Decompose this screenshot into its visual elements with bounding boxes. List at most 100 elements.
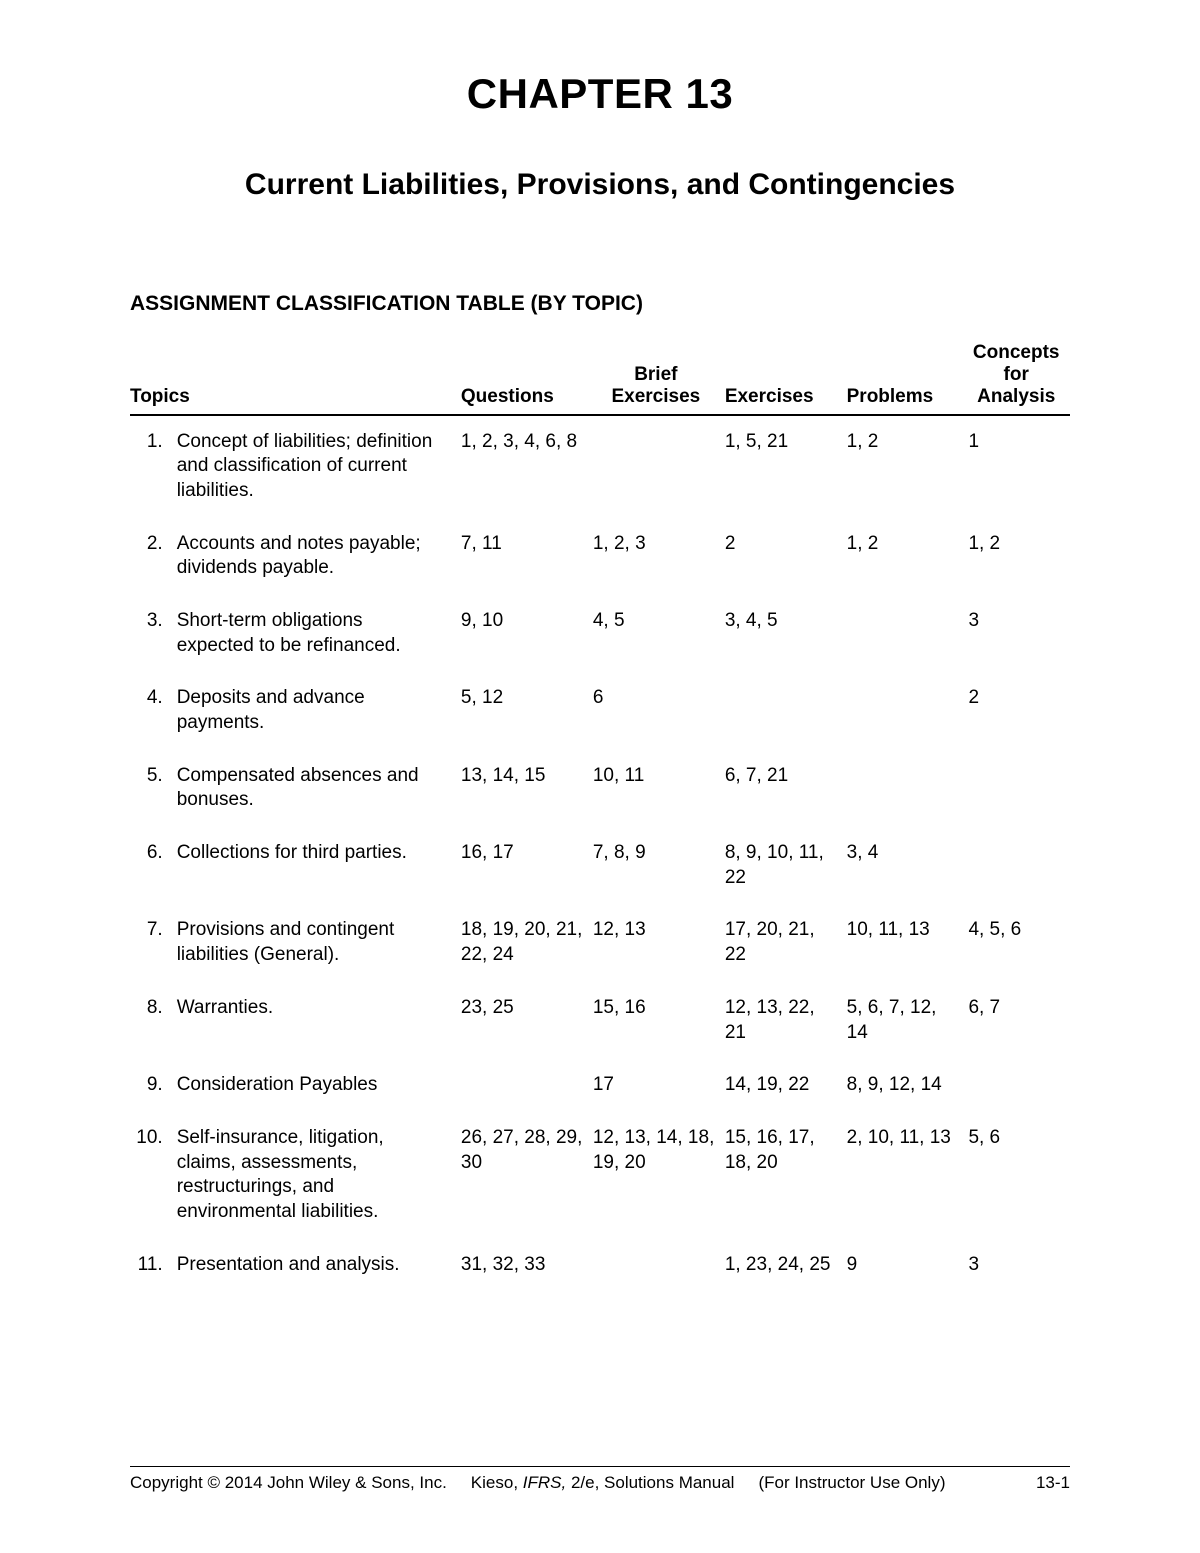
table-row: 1.Concept of liabilities; definition and… bbox=[130, 415, 1070, 518]
row-number: 10. bbox=[130, 1112, 177, 1239]
row-concepts: 4, 5, 6 bbox=[968, 904, 1070, 981]
table-row: 3.Short-term obligations expected to be … bbox=[130, 595, 1070, 672]
row-exercises: 17, 20, 21, 22 bbox=[725, 904, 847, 981]
row-number: 9. bbox=[130, 1059, 177, 1112]
row-questions: 9, 10 bbox=[461, 595, 593, 672]
row-exercises: 3, 4, 5 bbox=[725, 595, 847, 672]
row-questions: 7, 11 bbox=[461, 518, 593, 595]
row-brief-exercises: 12, 13 bbox=[593, 904, 725, 981]
row-problems: 1, 2 bbox=[847, 415, 969, 518]
classification-table: Topics Questions Brief Exercises Exercis… bbox=[130, 338, 1070, 1291]
row-brief-exercises: 4, 5 bbox=[593, 595, 725, 672]
table-row: 2.Accounts and notes payable; dividends … bbox=[130, 518, 1070, 595]
row-number: 11. bbox=[130, 1239, 177, 1292]
table-body: 1.Concept of liabilities; definition and… bbox=[130, 415, 1070, 1292]
row-number: 7. bbox=[130, 904, 177, 981]
row-topic: Self-insurance, litigation, claims, asse… bbox=[177, 1112, 461, 1239]
row-exercises: 2 bbox=[725, 518, 847, 595]
table-row: 5.Compensated absences and bonuses.13, 1… bbox=[130, 750, 1070, 827]
col-header-brief-line2: Exercises bbox=[611, 386, 700, 407]
row-concepts: 2 bbox=[968, 672, 1070, 749]
row-topic: Short-term obligations expected to be re… bbox=[177, 595, 461, 672]
col-header-brief-line1: Brief bbox=[634, 364, 677, 385]
row-topic: Provisions and contingent liabilities (G… bbox=[177, 904, 461, 981]
col-header-concepts-line1: Concepts bbox=[973, 342, 1060, 363]
row-questions: 31, 32, 33 bbox=[461, 1239, 593, 1292]
row-problems: 3, 4 bbox=[847, 827, 969, 904]
row-questions: 16, 17 bbox=[461, 827, 593, 904]
row-topic: Compensated absences and bonuses. bbox=[177, 750, 461, 827]
table-row: 4.Deposits and advance payments.5, 126 2 bbox=[130, 672, 1070, 749]
row-problems bbox=[847, 672, 969, 749]
row-topic: Consideration Payables bbox=[177, 1059, 461, 1112]
col-header-exercises: Exercises bbox=[725, 338, 847, 415]
row-concepts: 1 bbox=[968, 415, 1070, 518]
table-row: 8.Warranties.23, 2515, 1612, 13, 22, 215… bbox=[130, 982, 1070, 1059]
row-number: 3. bbox=[130, 595, 177, 672]
col-header-concepts: Concepts for Analysis bbox=[968, 338, 1070, 415]
footer-book-ital: IFRS, bbox=[523, 1473, 566, 1492]
row-questions: 26, 27, 28, 29, 30 bbox=[461, 1112, 593, 1239]
table-row: 9.Consideration Payables 1714, 19, 228, 9… bbox=[130, 1059, 1070, 1112]
row-concepts bbox=[968, 1059, 1070, 1112]
row-problems: 9 bbox=[847, 1239, 969, 1292]
row-number: 2. bbox=[130, 518, 177, 595]
row-brief-exercises: 6 bbox=[593, 672, 725, 749]
row-topic: Accounts and notes payable; dividends pa… bbox=[177, 518, 461, 595]
row-topic: Presentation and analysis. bbox=[177, 1239, 461, 1292]
row-problems: 5, 6, 7, 12, 14 bbox=[847, 982, 969, 1059]
row-exercises: 1, 23, 24, 25 bbox=[725, 1239, 847, 1292]
row-questions: 13, 14, 15 bbox=[461, 750, 593, 827]
row-problems: 8, 9, 12, 14 bbox=[847, 1059, 969, 1112]
chapter-title: CHAPTER 13 bbox=[130, 70, 1070, 118]
row-questions: 5, 12 bbox=[461, 672, 593, 749]
row-problems: 1, 2 bbox=[847, 518, 969, 595]
row-problems bbox=[847, 750, 969, 827]
row-brief-exercises: 15, 16 bbox=[593, 982, 725, 1059]
page: CHAPTER 13 Current Liabilities, Provisio… bbox=[0, 0, 1200, 1553]
row-number: 1. bbox=[130, 415, 177, 518]
row-topic: Deposits and advance payments. bbox=[177, 672, 461, 749]
footer-book-prefix: Kieso, bbox=[471, 1473, 523, 1492]
row-brief-exercises: 7, 8, 9 bbox=[593, 827, 725, 904]
row-concepts: 3 bbox=[968, 595, 1070, 672]
row-exercises: 14, 19, 22 bbox=[725, 1059, 847, 1112]
row-concepts: 5, 6 bbox=[968, 1112, 1070, 1239]
row-number: 8. bbox=[130, 982, 177, 1059]
table-row: 11.Presentation and analysis.31, 32, 33 1… bbox=[130, 1239, 1070, 1292]
row-exercises: 6, 7, 21 bbox=[725, 750, 847, 827]
table-row: 10.Self-insurance, litigation, claims, a… bbox=[130, 1112, 1070, 1239]
row-problems: 2, 10, 11, 13 bbox=[847, 1112, 969, 1239]
row-exercises: 8, 9, 10, 11, 22 bbox=[725, 827, 847, 904]
col-header-questions: Questions bbox=[461, 338, 593, 415]
row-brief-exercises: 17 bbox=[593, 1059, 725, 1112]
row-number: 4. bbox=[130, 672, 177, 749]
row-problems: 10, 11, 13 bbox=[847, 904, 969, 981]
page-footer: Copyright © 2014 John Wiley & Sons, Inc.… bbox=[130, 1466, 1070, 1493]
row-exercises: 12, 13, 22, 21 bbox=[725, 982, 847, 1059]
row-concepts bbox=[968, 827, 1070, 904]
table-header-row: Topics Questions Brief Exercises Exercis… bbox=[130, 338, 1070, 415]
table-row: 7.Provisions and contingent liabilities … bbox=[130, 904, 1070, 981]
footer-copyright: Copyright © 2014 John Wiley & Sons, Inc. bbox=[130, 1473, 447, 1493]
row-topic: Collections for third parties. bbox=[177, 827, 461, 904]
col-header-problems: Problems bbox=[847, 338, 969, 415]
row-brief-exercises: 10, 11 bbox=[593, 750, 725, 827]
footer-page-number: 13-1 bbox=[1036, 1473, 1070, 1493]
row-concepts bbox=[968, 750, 1070, 827]
row-exercises: 1, 5, 21 bbox=[725, 415, 847, 518]
row-concepts: 1, 2 bbox=[968, 518, 1070, 595]
col-header-concepts-line2: for Analysis bbox=[977, 364, 1055, 407]
row-questions: 18, 19, 20, 21, 22, 24 bbox=[461, 904, 593, 981]
row-concepts: 3 bbox=[968, 1239, 1070, 1292]
row-number: 5. bbox=[130, 750, 177, 827]
row-questions: 23, 25 bbox=[461, 982, 593, 1059]
table-row: 6.Collections for third parties.16, 177,… bbox=[130, 827, 1070, 904]
footer-book-suffix: 2/e, Solutions Manual bbox=[566, 1473, 734, 1492]
row-brief-exercises: 1, 2, 3 bbox=[593, 518, 725, 595]
row-brief-exercises bbox=[593, 1239, 725, 1292]
row-exercises bbox=[725, 672, 847, 749]
row-number: 6. bbox=[130, 827, 177, 904]
footer-note: (For Instructor Use Only) bbox=[758, 1473, 945, 1493]
col-header-topics: Topics bbox=[130, 338, 461, 415]
